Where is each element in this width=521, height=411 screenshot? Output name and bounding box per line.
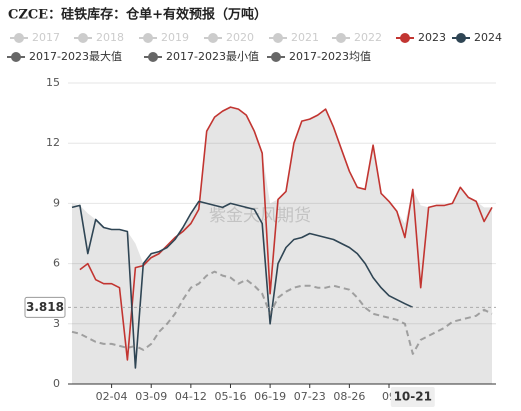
y-tick-label: 3: [53, 317, 60, 330]
legend-label: 2023: [418, 31, 446, 44]
pointer-y-label: 3.818: [26, 300, 64, 314]
legend-item[interactable]: 2019: [139, 31, 189, 44]
legend-label: 2017-2023最小值: [166, 50, 259, 63]
legend-icon-dot: [11, 52, 21, 62]
x-tick-label: 06-19: [254, 390, 286, 403]
legend-item[interactable]: 2017: [10, 31, 60, 44]
legend-label: 2022: [354, 31, 382, 44]
legend-item[interactable]: 2023: [396, 31, 446, 44]
legend-label: 2018: [96, 31, 124, 44]
legend-icon-dot: [336, 33, 346, 43]
legend-icon-dot: [273, 33, 283, 43]
y-tick-label: 9: [53, 196, 60, 209]
legend-label: 2017-2023最大值: [29, 49, 122, 63]
pointer-x-box: [390, 387, 435, 407]
x-tick-label: 04-12: [175, 390, 207, 403]
legend-label: 2024: [474, 31, 502, 44]
legend-label: 2017-2023均值: [289, 50, 371, 63]
legend-icon-dot: [271, 52, 281, 62]
legend-item[interactable]: 2020: [204, 31, 254, 44]
legend-icon-dot: [400, 33, 410, 43]
x-tick-label: 05-16: [214, 390, 246, 403]
legend-label: 2020: [226, 31, 254, 44]
legend-item[interactable]: 2017-2023均值: [267, 50, 371, 63]
y-tick-label: 6: [53, 257, 60, 270]
legend-item[interactable]: 2017-2023最大值: [7, 49, 122, 63]
legend-label: 2021: [291, 31, 319, 44]
x-tick-label: 02-04: [96, 390, 128, 403]
y-tick-label: 15: [46, 76, 60, 89]
legend-label: 2019: [161, 31, 189, 44]
y-tick-label: 12: [46, 136, 60, 149]
pointer-y-box: [24, 296, 66, 318]
legend-icon-dot: [143, 33, 153, 43]
legend-icon-dot: [208, 33, 218, 43]
legend-item[interactable]: 2021: [269, 31, 319, 44]
legend-label: 2017: [32, 31, 60, 44]
legend-icon-dot: [148, 52, 158, 62]
pointer-x-label: 10-21: [394, 390, 432, 404]
legend-icon-dot: [456, 33, 466, 43]
y-tick-label: 0: [53, 377, 60, 390]
chart-title: CZCE：硅铁库存：仓单+有效预报（万吨）: [8, 7, 267, 23]
x-tick-label: 07-23: [294, 390, 326, 403]
x-tick-label: 03-09: [135, 390, 167, 403]
legend-item[interactable]: 2018: [74, 31, 124, 44]
line: [79, 106, 493, 361]
legend-icon-dot: [78, 33, 88, 43]
legend-item[interactable]: 2022: [332, 31, 382, 44]
line: [71, 270, 493, 355]
legend-item[interactable]: 2017-2023最小值: [144, 50, 259, 63]
watermark: 紫金天风期货: [209, 206, 311, 226]
line: [71, 200, 414, 369]
legend-icon-dot: [14, 33, 24, 43]
legend-item[interactable]: 2024: [452, 31, 502, 44]
x-tick-label: 08-26: [333, 390, 365, 403]
area: [72, 107, 492, 384]
